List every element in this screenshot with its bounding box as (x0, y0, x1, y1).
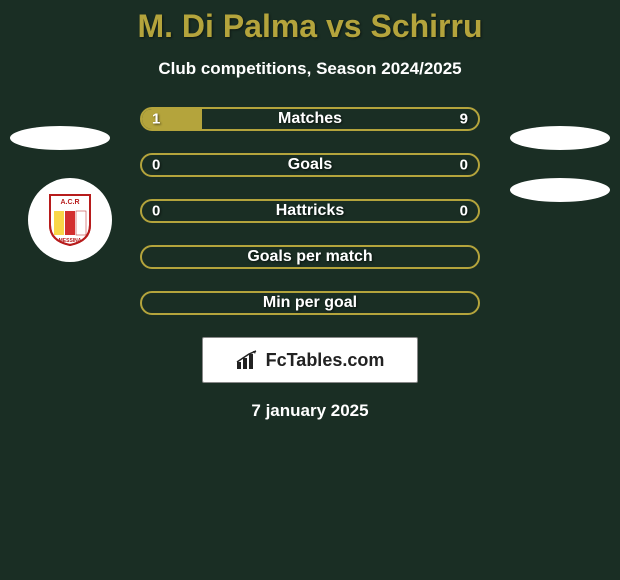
svg-text:A.C.R: A.C.R (60, 199, 79, 206)
svg-text:MESSINA: MESSINA (59, 238, 82, 244)
subtitle: Club competitions, Season 2024/2025 (0, 59, 620, 79)
page-title: M. Di Palma vs Schirru (0, 8, 620, 45)
date-text: 7 january 2025 (0, 401, 620, 421)
stat-bar: 00Hattricks (140, 199, 480, 223)
stat-bar: Min per goal (140, 291, 480, 315)
player-left-placeholder (10, 126, 110, 150)
player-right-placeholder (510, 126, 610, 150)
stat-bars: 19Matches 00Goals 00Hattricks Goals per mat… (140, 107, 480, 315)
stat-label: Goals per match (142, 248, 478, 266)
chart-icon (236, 350, 260, 370)
logo-text: FcTables.com (266, 350, 385, 371)
site-logo: FcTables.com (202, 337, 418, 383)
stat-label: Matches (142, 110, 478, 128)
stat-label: Goals (142, 156, 478, 174)
stat-bar: 00Goals (140, 153, 480, 177)
club-left-badge: A.C.R MESSINA (28, 178, 112, 262)
stat-bar: 19Matches (140, 107, 480, 131)
club-right-placeholder (510, 178, 610, 202)
stat-label: Min per goal (142, 294, 478, 312)
stat-label: Hattricks (142, 202, 478, 220)
stat-bar: Goals per match (140, 245, 480, 269)
